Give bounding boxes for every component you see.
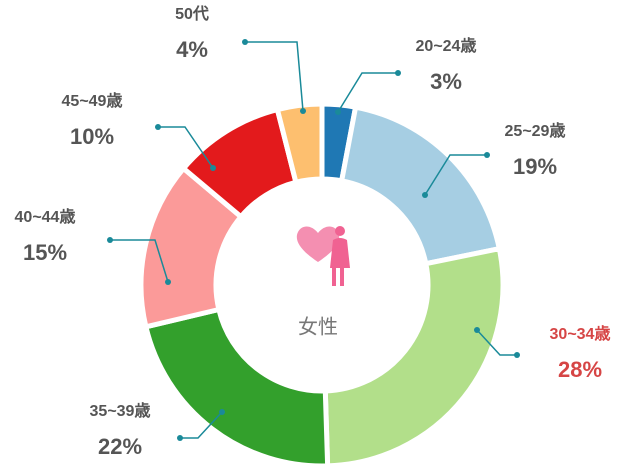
donut-segment (322, 246, 506, 466)
category-label: 35~39歳 (90, 401, 151, 420)
center-text: 女性 (298, 315, 338, 338)
donut-segment (339, 104, 502, 267)
value-label: 19% (513, 154, 557, 179)
value-label: 28% (558, 357, 602, 382)
leader-dot (155, 124, 161, 130)
category-label: 45~49歳 (62, 91, 123, 110)
category-label: 20~24歳 (416, 36, 477, 55)
leader-line (180, 411, 223, 439)
category-label: 25~29歳 (505, 121, 566, 140)
category-label: 40~44歳 (15, 207, 76, 226)
leader-dot (107, 237, 113, 243)
leader-line (158, 126, 214, 169)
value-label: 22% (98, 434, 142, 459)
value-label: 15% (23, 240, 67, 265)
leader-dot (335, 109, 341, 115)
value-label: 10% (70, 124, 114, 149)
leader-dot (514, 352, 520, 358)
category-label: 50代 (175, 4, 209, 23)
leader-dot (165, 279, 171, 285)
leader-dot (422, 192, 428, 198)
leader-dot (219, 409, 225, 415)
leader-dot (177, 435, 183, 441)
leader-line (337, 72, 398, 113)
donut-segment (143, 307, 331, 466)
center-icon (296, 226, 350, 286)
leader-line (110, 239, 169, 283)
value-label: 4% (176, 37, 208, 62)
value-label: 3% (430, 69, 462, 94)
leader-line (476, 329, 517, 356)
leader-dot (474, 327, 480, 333)
leader-dot (395, 70, 401, 76)
leader-line (424, 154, 487, 196)
leader-line (245, 41, 304, 112)
leader-dot (242, 39, 248, 45)
category-label: 30~34歳 (550, 324, 611, 343)
leader-dot (210, 165, 216, 171)
leader-dot (484, 152, 490, 158)
leader-dot (300, 108, 306, 114)
donut-segment (274, 101, 325, 185)
